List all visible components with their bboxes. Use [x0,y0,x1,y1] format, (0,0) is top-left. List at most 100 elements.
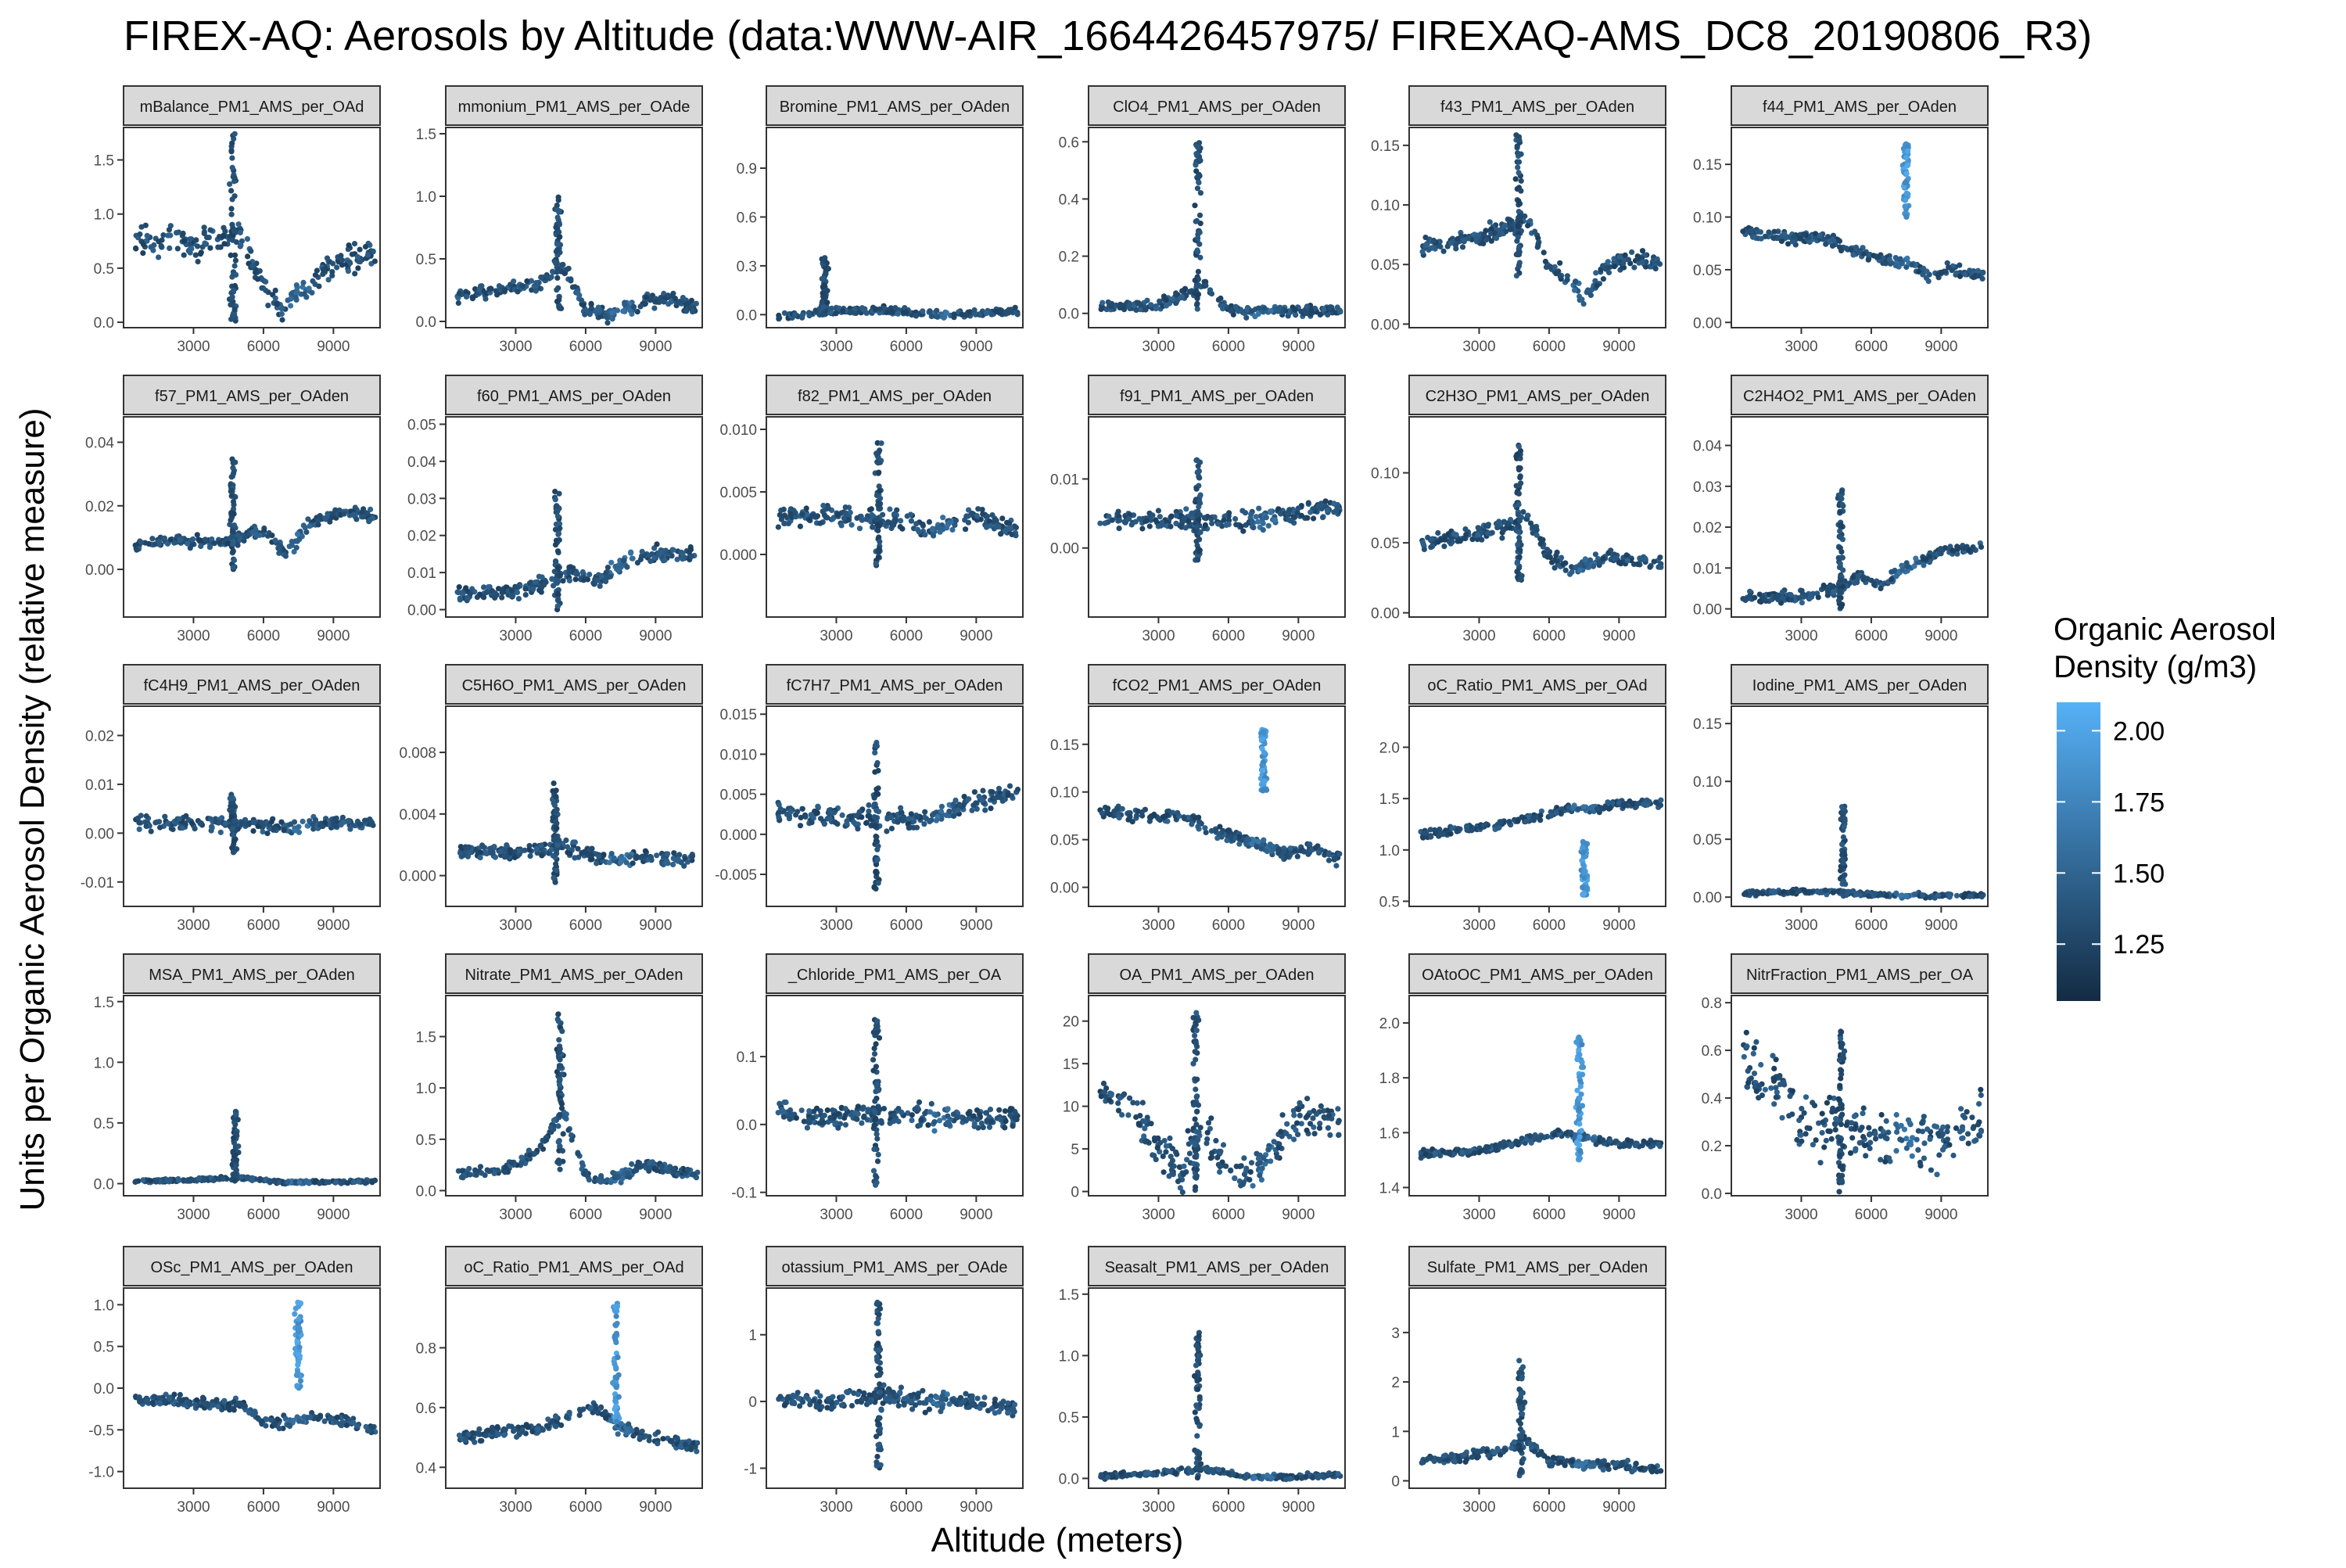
scatter-point [1543,259,1548,264]
facet-strip-label: C2H4O2_PM1_AMS_per_OAden [1743,388,1976,405]
x-tick-label: 9000 [1602,628,1635,644]
scatter-point [138,224,144,230]
scatter-point [1442,537,1447,543]
x-tick-label: 9000 [960,628,992,644]
y-tick-label: 1.0 [1379,843,1400,859]
scatter-point [1555,558,1560,564]
scatter-point [633,853,639,859]
scatter-point [463,585,468,590]
scatter-point [1195,185,1200,191]
scatter-point [1147,815,1153,820]
scatter-point [638,557,644,562]
scatter-point [553,260,558,265]
scatter-point [680,551,685,557]
scatter-point [1620,260,1626,266]
scatter-point [1658,565,1663,570]
y-tick-label: 0.00 [1371,606,1400,623]
scatter-point [1903,155,1909,160]
scatter-point [812,307,818,313]
scatter-point [1850,575,1856,580]
scatter-point [1156,508,1161,513]
scatter-point [822,821,827,827]
scatter-point [568,276,573,282]
scatter-point [637,303,643,309]
y-tick-label: 0.01 [1693,561,1722,577]
scatter-point [1788,597,1794,602]
scatter-point [515,584,521,590]
scatter-point [875,768,881,773]
scatter-point [1954,544,1960,549]
scatter-point [1148,302,1153,307]
scatter-point [522,586,528,591]
scatter-point [1254,514,1259,519]
scatter-point [523,592,529,597]
scatter-point [781,507,787,512]
scatter-point [1153,306,1159,311]
scatter-point [626,854,632,859]
scatter-point [1215,521,1221,526]
scatter-point [1913,556,1918,562]
y-tick-label: 0.04 [407,454,436,471]
scatter-point [660,548,665,554]
scatter-point [997,795,1003,800]
scatter-point [1565,273,1570,278]
y-tick-label: 0.03 [407,491,436,508]
scatter-point [189,820,195,826]
scatter-point [554,848,559,853]
scatter-point [1516,223,1521,228]
facet-strip-label: f57_PM1_AMS_per_OAden [155,388,349,405]
scatter-point [1516,483,1522,488]
scatter-point [908,511,913,517]
scatter-point [835,511,841,517]
scatter-point [364,511,370,516]
facet-strip-label: oC_Ratio_PM1_AMS_per_OAd [1427,677,1647,694]
scatter-point [497,849,503,854]
scatter-point [673,296,678,301]
scatter-point [502,854,508,859]
scatter-point [1147,523,1153,529]
scatter-point [1143,807,1148,813]
scatter-point [1240,529,1246,534]
scatter-point [300,819,306,824]
scatter-point [265,303,271,308]
scatter-point [1871,581,1877,587]
scatter-point [840,813,845,818]
scatter-point [1195,235,1200,241]
scatter-point [1236,308,1241,314]
scatter-point [528,853,533,859]
scatter-point [539,852,544,858]
x-tick-label: 9000 [1925,628,1957,644]
y-tick-label: 0.03 [1693,479,1722,496]
scatter-point [1903,214,1909,220]
x-tick-label: 6000 [1855,339,1888,355]
x-tick-label: 3000 [177,339,210,355]
scatter-point [1174,521,1179,526]
scatter-point [1905,564,1910,569]
scatter-point [820,508,826,514]
scatter-point [654,541,659,547]
scatter-point [347,260,353,265]
facet-plot-area [124,706,380,906]
scatter-point [1304,515,1310,521]
scatter-point [1306,500,1311,505]
scatter-point [248,249,253,254]
scatter-point [1848,247,1853,253]
scatter-point [468,591,473,597]
x-tick-label: 3000 [177,628,210,644]
scatter-point [1198,190,1203,196]
scatter-point [133,246,138,251]
scatter-point [1517,547,1523,553]
scatter-point [972,307,978,313]
scatter-point [1099,810,1105,816]
y-tick-label: 0.10 [1050,785,1079,802]
y-tick-label: 2.0 [1379,741,1400,757]
scatter-point [218,830,224,835]
scatter-point [1496,518,1501,524]
scatter-point [840,308,845,314]
scatter-point [640,549,645,554]
y-tick-label: 0.000 [719,827,757,844]
scatter-point [1252,314,1257,319]
facet-strip-label: Bromine_PM1_AMS_per_OAden [780,99,1010,116]
scatter-point [1854,579,1860,585]
scatter-point [587,311,593,317]
